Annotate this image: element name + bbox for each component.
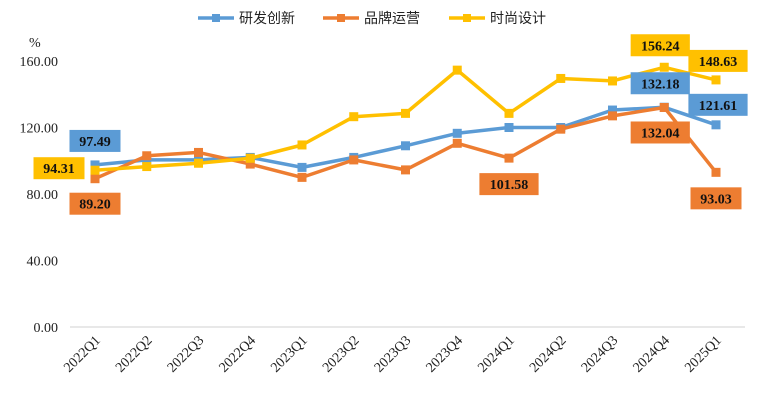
- x-tick-label: 2024Q3: [579, 333, 622, 376]
- data-point: [452, 65, 462, 75]
- data-label: 132.04: [641, 126, 680, 141]
- data-point: [504, 123, 514, 132]
- data-label: 156.24: [641, 39, 680, 54]
- data-point: [608, 111, 617, 121]
- data-label-box: [630, 121, 690, 144]
- data-point: [297, 172, 307, 182]
- data-label-box: [33, 157, 85, 180]
- data-point: [245, 153, 255, 163]
- data-labels: 97.49 132.18 121.61 89.20 101.58 132.04 93.03 9…: [33, 34, 748, 215]
- y-tick-label: 160.00: [20, 55, 59, 70]
- x-tick-label: 2023Q1: [268, 333, 311, 376]
- data-label: 93.03: [700, 192, 732, 207]
- data-point: [90, 160, 100, 170]
- data-point: [608, 105, 617, 115]
- y-tick-label: 120.00: [20, 122, 59, 137]
- data-label-box: [688, 49, 748, 72]
- x-tick-label: 2025Q1: [682, 333, 725, 376]
- data-point: [608, 76, 617, 86]
- data-point: [142, 162, 152, 172]
- legend-entry-label: 品牌运营: [364, 10, 420, 27]
- x-tick-label: 2022Q2: [113, 333, 156, 376]
- data-label: 97.49: [79, 135, 111, 150]
- data-point: [659, 102, 669, 112]
- data-point: [711, 120, 721, 130]
- data-point: [297, 162, 307, 172]
- legend-entry-label: 研发创新: [239, 11, 295, 27]
- data-point: [452, 138, 462, 148]
- data-point: [401, 108, 410, 118]
- data-point: [556, 73, 566, 83]
- x-tick-label: 2022Q1: [61, 333, 104, 376]
- data-label: 132.18: [641, 77, 680, 92]
- data-point: [401, 165, 410, 175]
- legend: 研发创新 品牌运营 时尚设计: [198, 10, 546, 27]
- x-tick-label: 2024Q1: [475, 333, 518, 376]
- data-point: [711, 167, 721, 177]
- data-point: [452, 128, 462, 138]
- y-tick-label: 0.00: [34, 321, 59, 336]
- data-label-box: [690, 187, 742, 210]
- data-label: 148.63: [699, 55, 738, 70]
- data-point: [90, 165, 100, 175]
- data-label-box: [479, 173, 539, 196]
- data-point: [194, 147, 203, 157]
- data-point: [194, 158, 203, 168]
- data-point: [349, 155, 359, 165]
- data-point: [711, 75, 721, 85]
- data-point: [556, 124, 566, 134]
- x-tick-label: 2024Q4: [631, 333, 674, 376]
- data-point: [504, 108, 514, 118]
- data-point: [245, 159, 255, 169]
- data-label-box: [630, 34, 690, 57]
- x-tick-label: 2022Q4: [217, 333, 260, 376]
- data-point: [297, 140, 307, 150]
- y-tick-label: 40.00: [27, 255, 59, 270]
- legend-marker: [463, 14, 471, 22]
- x-tick-label: 2023Q2: [320, 333, 363, 376]
- data-label: 101.58: [490, 178, 529, 193]
- x-tick-label: 2024Q2: [527, 333, 570, 376]
- data-point: [90, 174, 100, 184]
- x-tick-label: 2023Q4: [424, 333, 467, 376]
- data-label-box: [688, 93, 748, 116]
- data-label-box: [69, 129, 121, 152]
- data-label: 121.61: [699, 99, 738, 114]
- data-point: [142, 151, 152, 161]
- data-point: [349, 112, 359, 122]
- data-label: 94.31: [43, 162, 75, 177]
- legend-entry-label: 时尚设计: [490, 11, 546, 27]
- data-label: 89.20: [79, 198, 111, 213]
- x-tick-label: 2022Q3: [165, 333, 208, 376]
- y-tick-label: 80.00: [27, 188, 59, 203]
- data-label-box: [630, 72, 690, 95]
- data-point: [401, 141, 410, 151]
- legend-marker: [337, 14, 345, 22]
- data-label-box: [69, 192, 121, 215]
- y-axis-unit: %: [29, 36, 41, 51]
- x-tick-label: 2023Q3: [372, 333, 415, 376]
- data-point: [659, 62, 669, 72]
- series-lines: [90, 62, 721, 184]
- legend-marker: [212, 14, 220, 22]
- data-point: [504, 153, 514, 163]
